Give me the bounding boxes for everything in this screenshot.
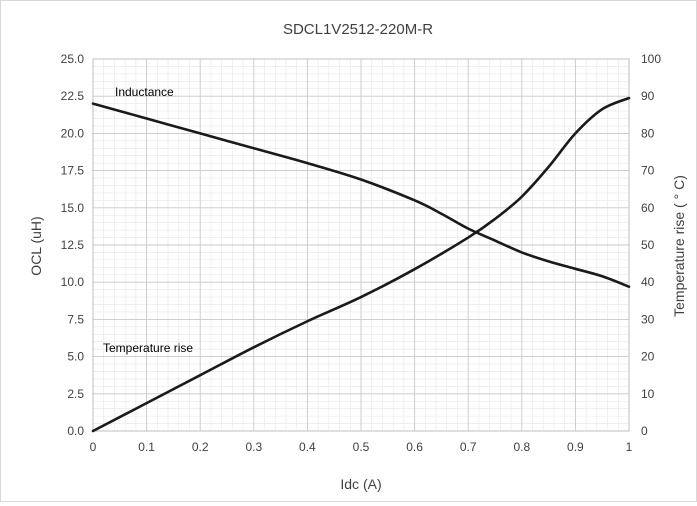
- y-right-tick-label: 80: [641, 126, 655, 140]
- x-tick-label: 0.1: [138, 440, 155, 454]
- x-tick-label: 0.6: [406, 440, 423, 454]
- x-tick-label: 0.2: [192, 440, 209, 454]
- annotation-temperature-rise: Temperature rise: [103, 341, 193, 355]
- y-right-tick-label: 0: [641, 424, 648, 438]
- y-left-tick-label: 2.5: [67, 387, 84, 401]
- x-tick-label: 0.9: [567, 440, 584, 454]
- x-tick-label: 1: [626, 440, 633, 454]
- y-right-tick-label: 10: [641, 387, 655, 401]
- annotation-inductance: Inductance: [115, 85, 174, 99]
- x-axis-title: Idc (A): [340, 476, 381, 492]
- series-layer: [91, 96, 631, 433]
- series-line-temperature-rise: [91, 96, 631, 433]
- tick-labels: 0 0.1 0.2 0.3 0.4 0.5 0.6 0.7 0.8 0.9 10.02.55.07.…: [61, 52, 662, 454]
- y-right-tick-label: 70: [641, 164, 655, 178]
- y-left-tick-label: 0.0: [67, 424, 84, 438]
- y-right-tick-label: 50: [641, 238, 655, 252]
- y-left-tick-label: 20.0: [61, 126, 85, 140]
- x-tick-label: 0: [90, 440, 97, 454]
- y-left-tick-label: 15.0: [61, 201, 85, 215]
- y-right-tick-label: 60: [641, 201, 655, 215]
- x-tick-label: 0.7: [460, 440, 477, 454]
- plot-area-border: [92, 58, 630, 432]
- y-left-tick-label: 5.0: [67, 350, 84, 364]
- y-right-tick-label: 90: [641, 89, 655, 103]
- y-left-tick-label: 17.5: [61, 164, 85, 178]
- x-tick-label: 0.4: [299, 440, 316, 454]
- y-left-tick-label: 10.0: [61, 275, 85, 289]
- series-line-inductance: [91, 102, 631, 288]
- y-right-tick-label: 40: [641, 275, 655, 289]
- y-right-tick-label: 20: [641, 350, 655, 364]
- y-left-tick-label: 7.5: [67, 312, 84, 326]
- y-left-tick-label: 22.5: [61, 89, 85, 103]
- x-tick-label: 0.8: [513, 440, 530, 454]
- major-gridlines: [92, 58, 630, 432]
- y-axis-right-title: Temperature rise ( ° C): [671, 175, 687, 317]
- x-tick-label: 0.5: [353, 440, 370, 454]
- x-tick-label: 0.3: [245, 440, 262, 454]
- y-left-tick-label: 12.5: [61, 238, 85, 252]
- y-right-tick-label: 30: [641, 312, 655, 326]
- y-axis-left-title: OCL (uH): [28, 216, 44, 275]
- axes: [92, 58, 630, 432]
- y-left-tick-label: 25.0: [61, 52, 85, 66]
- y-right-tick-label: 100: [641, 52, 661, 66]
- chart-title: SDCL1V2512-220M-R: [283, 21, 433, 38]
